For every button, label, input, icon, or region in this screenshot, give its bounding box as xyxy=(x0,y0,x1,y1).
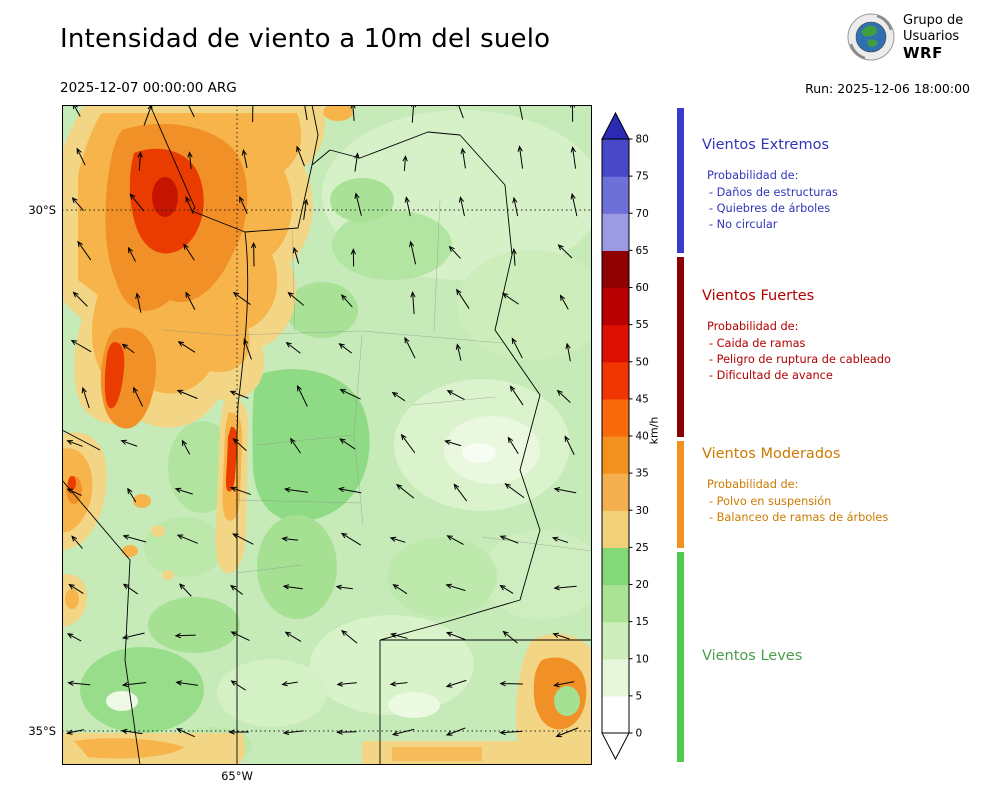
globe-icon xyxy=(847,13,895,61)
legend-title-fuertes: Vientos Fuertes xyxy=(702,288,815,304)
svg-text:10: 10 xyxy=(636,653,649,665)
logo-line2: Usuarios xyxy=(903,29,960,44)
colorbar-unit-label: km/h xyxy=(647,416,661,445)
legend-subtitle: Probabilidad de: xyxy=(707,478,799,491)
lat-label-30s: 30°S xyxy=(28,203,56,217)
svg-text:40: 40 xyxy=(636,431,649,443)
legend-section-moderados: Vientos Moderados Probabilidad de: - Pol… xyxy=(702,446,994,526)
page-title: Intensidad de viento a 10m del suelo xyxy=(60,24,551,54)
legend-item: - Polvo en suspensión xyxy=(709,495,832,508)
legend-section-fuertes: Vientos Fuertes Probabilidad de: - Caida… xyxy=(702,288,994,384)
wrf-logo: Grupo de Usuarios WRF xyxy=(846,11,963,63)
green-shading xyxy=(80,110,592,763)
svg-text:45: 45 xyxy=(636,393,649,405)
valid-datetime: 2025-12-07 00:00:00 ARG xyxy=(60,80,237,96)
svg-text:60: 60 xyxy=(636,282,649,294)
legend-item: - No circular xyxy=(709,218,778,231)
svg-text:75: 75 xyxy=(636,171,649,183)
lat-label-35s: 35°S xyxy=(28,724,56,738)
svg-text:35: 35 xyxy=(636,468,649,480)
svg-text:30: 30 xyxy=(636,505,649,517)
svg-text:20: 20 xyxy=(636,579,649,591)
legend-item: - Caida de ramas xyxy=(709,337,806,350)
svg-text:25: 25 xyxy=(636,542,649,554)
legend-subtitle: Probabilidad de: xyxy=(707,320,799,333)
svg-text:70: 70 xyxy=(636,208,649,220)
colorbar: 0 5 10 15 20 25 30 35 40 45 50 55 60 65 70 75 80 xyxy=(601,111,649,761)
svg-text:50: 50 xyxy=(636,356,649,368)
legend-subtitle: Probabilidad de: xyxy=(707,169,799,182)
logo-line1: Grupo de xyxy=(903,13,964,28)
map-frame xyxy=(62,105,592,765)
wind-intensity-map xyxy=(62,105,592,765)
legend-item: - Quiebres de árboles xyxy=(709,202,831,215)
department-borders xyxy=(161,199,592,574)
svg-text:15: 15 xyxy=(636,616,649,628)
svg-text:5: 5 xyxy=(636,690,643,702)
svg-text:55: 55 xyxy=(636,319,649,331)
run-datetime: Run: 2025-12-06 18:00:00 xyxy=(805,81,970,96)
lon-label-65w: 65°W xyxy=(221,769,253,783)
legend-title-extremos: Vientos Extremos xyxy=(702,137,830,153)
svg-text:0: 0 xyxy=(636,728,643,740)
legend-strip-leves xyxy=(677,552,684,762)
svg-text:80: 80 xyxy=(636,134,649,146)
legend-item: - Dificultad de avance xyxy=(709,369,833,382)
legend-strip-extremos xyxy=(677,108,684,253)
legend-item: - Balanceo de ramas de árboles xyxy=(709,511,889,524)
legend-section-extremos: Vientos Extremos Probabilidad de: - Daño… xyxy=(702,137,994,233)
logo-line3: WRF xyxy=(903,44,943,62)
wind-arrows xyxy=(66,105,579,738)
legend-item: - Daños de estructuras xyxy=(709,186,838,199)
legend-title-moderados: Vientos Moderados xyxy=(702,446,841,462)
legend-strip-fuertes xyxy=(677,257,684,437)
legend-section-leves: Vientos Leves xyxy=(702,648,994,664)
legend-strip-moderados xyxy=(677,441,684,548)
legend-title-leves: Vientos Leves xyxy=(702,648,803,664)
province-borders xyxy=(62,105,592,765)
svg-text:65: 65 xyxy=(636,245,649,257)
legend-item: - Peligro de ruptura de cableado xyxy=(709,353,891,366)
